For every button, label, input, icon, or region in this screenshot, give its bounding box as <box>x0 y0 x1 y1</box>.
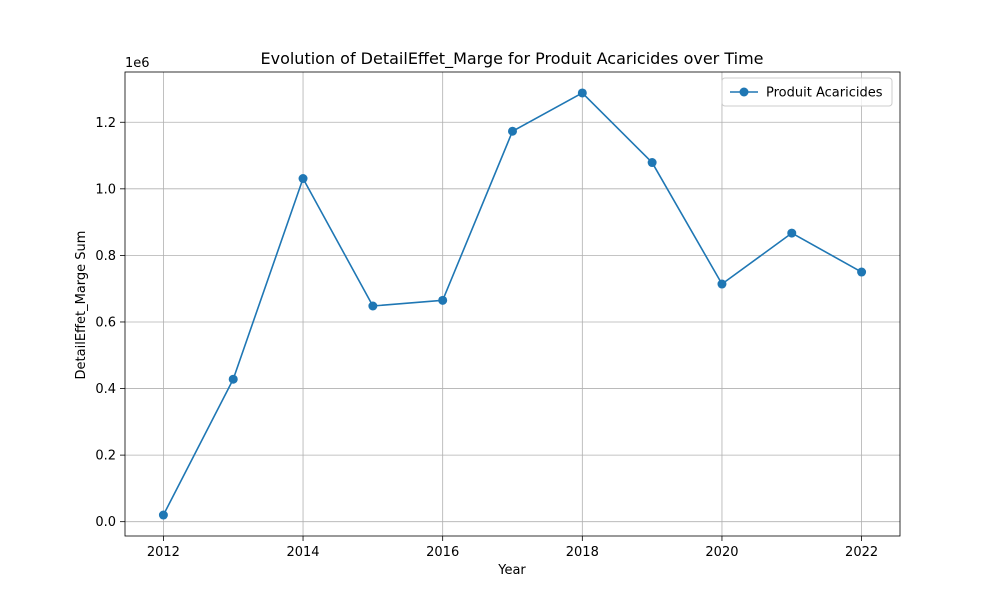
data-point <box>158 510 168 520</box>
data-point <box>787 228 797 238</box>
data-point <box>298 174 308 184</box>
data-point <box>508 126 517 136</box>
plot-frame <box>124 71 901 537</box>
x-axis-label: Year <box>497 563 526 578</box>
y-tick-label: 0.8 <box>95 249 116 264</box>
grid <box>125 72 900 536</box>
x-tick-label: 2016 <box>426 545 459 560</box>
x-tick-label: 2014 <box>286 545 319 560</box>
data-point <box>368 301 378 311</box>
series-line <box>162 92 862 516</box>
y-tick-label: 0.4 <box>95 382 116 397</box>
data-point <box>647 158 657 168</box>
y-tick-label: 1.0 <box>95 182 116 197</box>
series-layer <box>158 88 867 520</box>
y-tick-label: 0.2 <box>95 449 116 464</box>
data-point <box>438 295 448 305</box>
axes: 2012 2014 2016 2018 2020 2022 0.0 0.2 0.4 0.6 0.8 1… <box>95 71 901 560</box>
y-tick-label: 0.0 <box>95 515 116 530</box>
y-tick-label: 0.6 <box>95 315 116 330</box>
data-point <box>228 374 238 384</box>
legend-label: Produit Acaricides <box>766 86 883 101</box>
y-axis-label: DetailEffet_Marge Sum <box>74 231 89 380</box>
data-point <box>717 279 727 289</box>
chart-title: Evolution of DetailEffet_Marge for Produ… <box>260 49 763 69</box>
x-tick-label: 2012 <box>147 545 180 560</box>
x-tick-label: 2022 <box>845 545 878 560</box>
legend: Produit Acaricides <box>721 77 893 107</box>
x-tick-label: 2020 <box>705 545 738 560</box>
legend-marker <box>739 87 749 97</box>
y-tick-label: 1.2 <box>95 116 116 131</box>
legend-box <box>721 77 893 107</box>
data-point <box>577 88 587 98</box>
data-point <box>857 267 867 277</box>
x-tick-label: 2018 <box>566 545 599 560</box>
scale-multiplier: 1e6 <box>125 56 150 71</box>
